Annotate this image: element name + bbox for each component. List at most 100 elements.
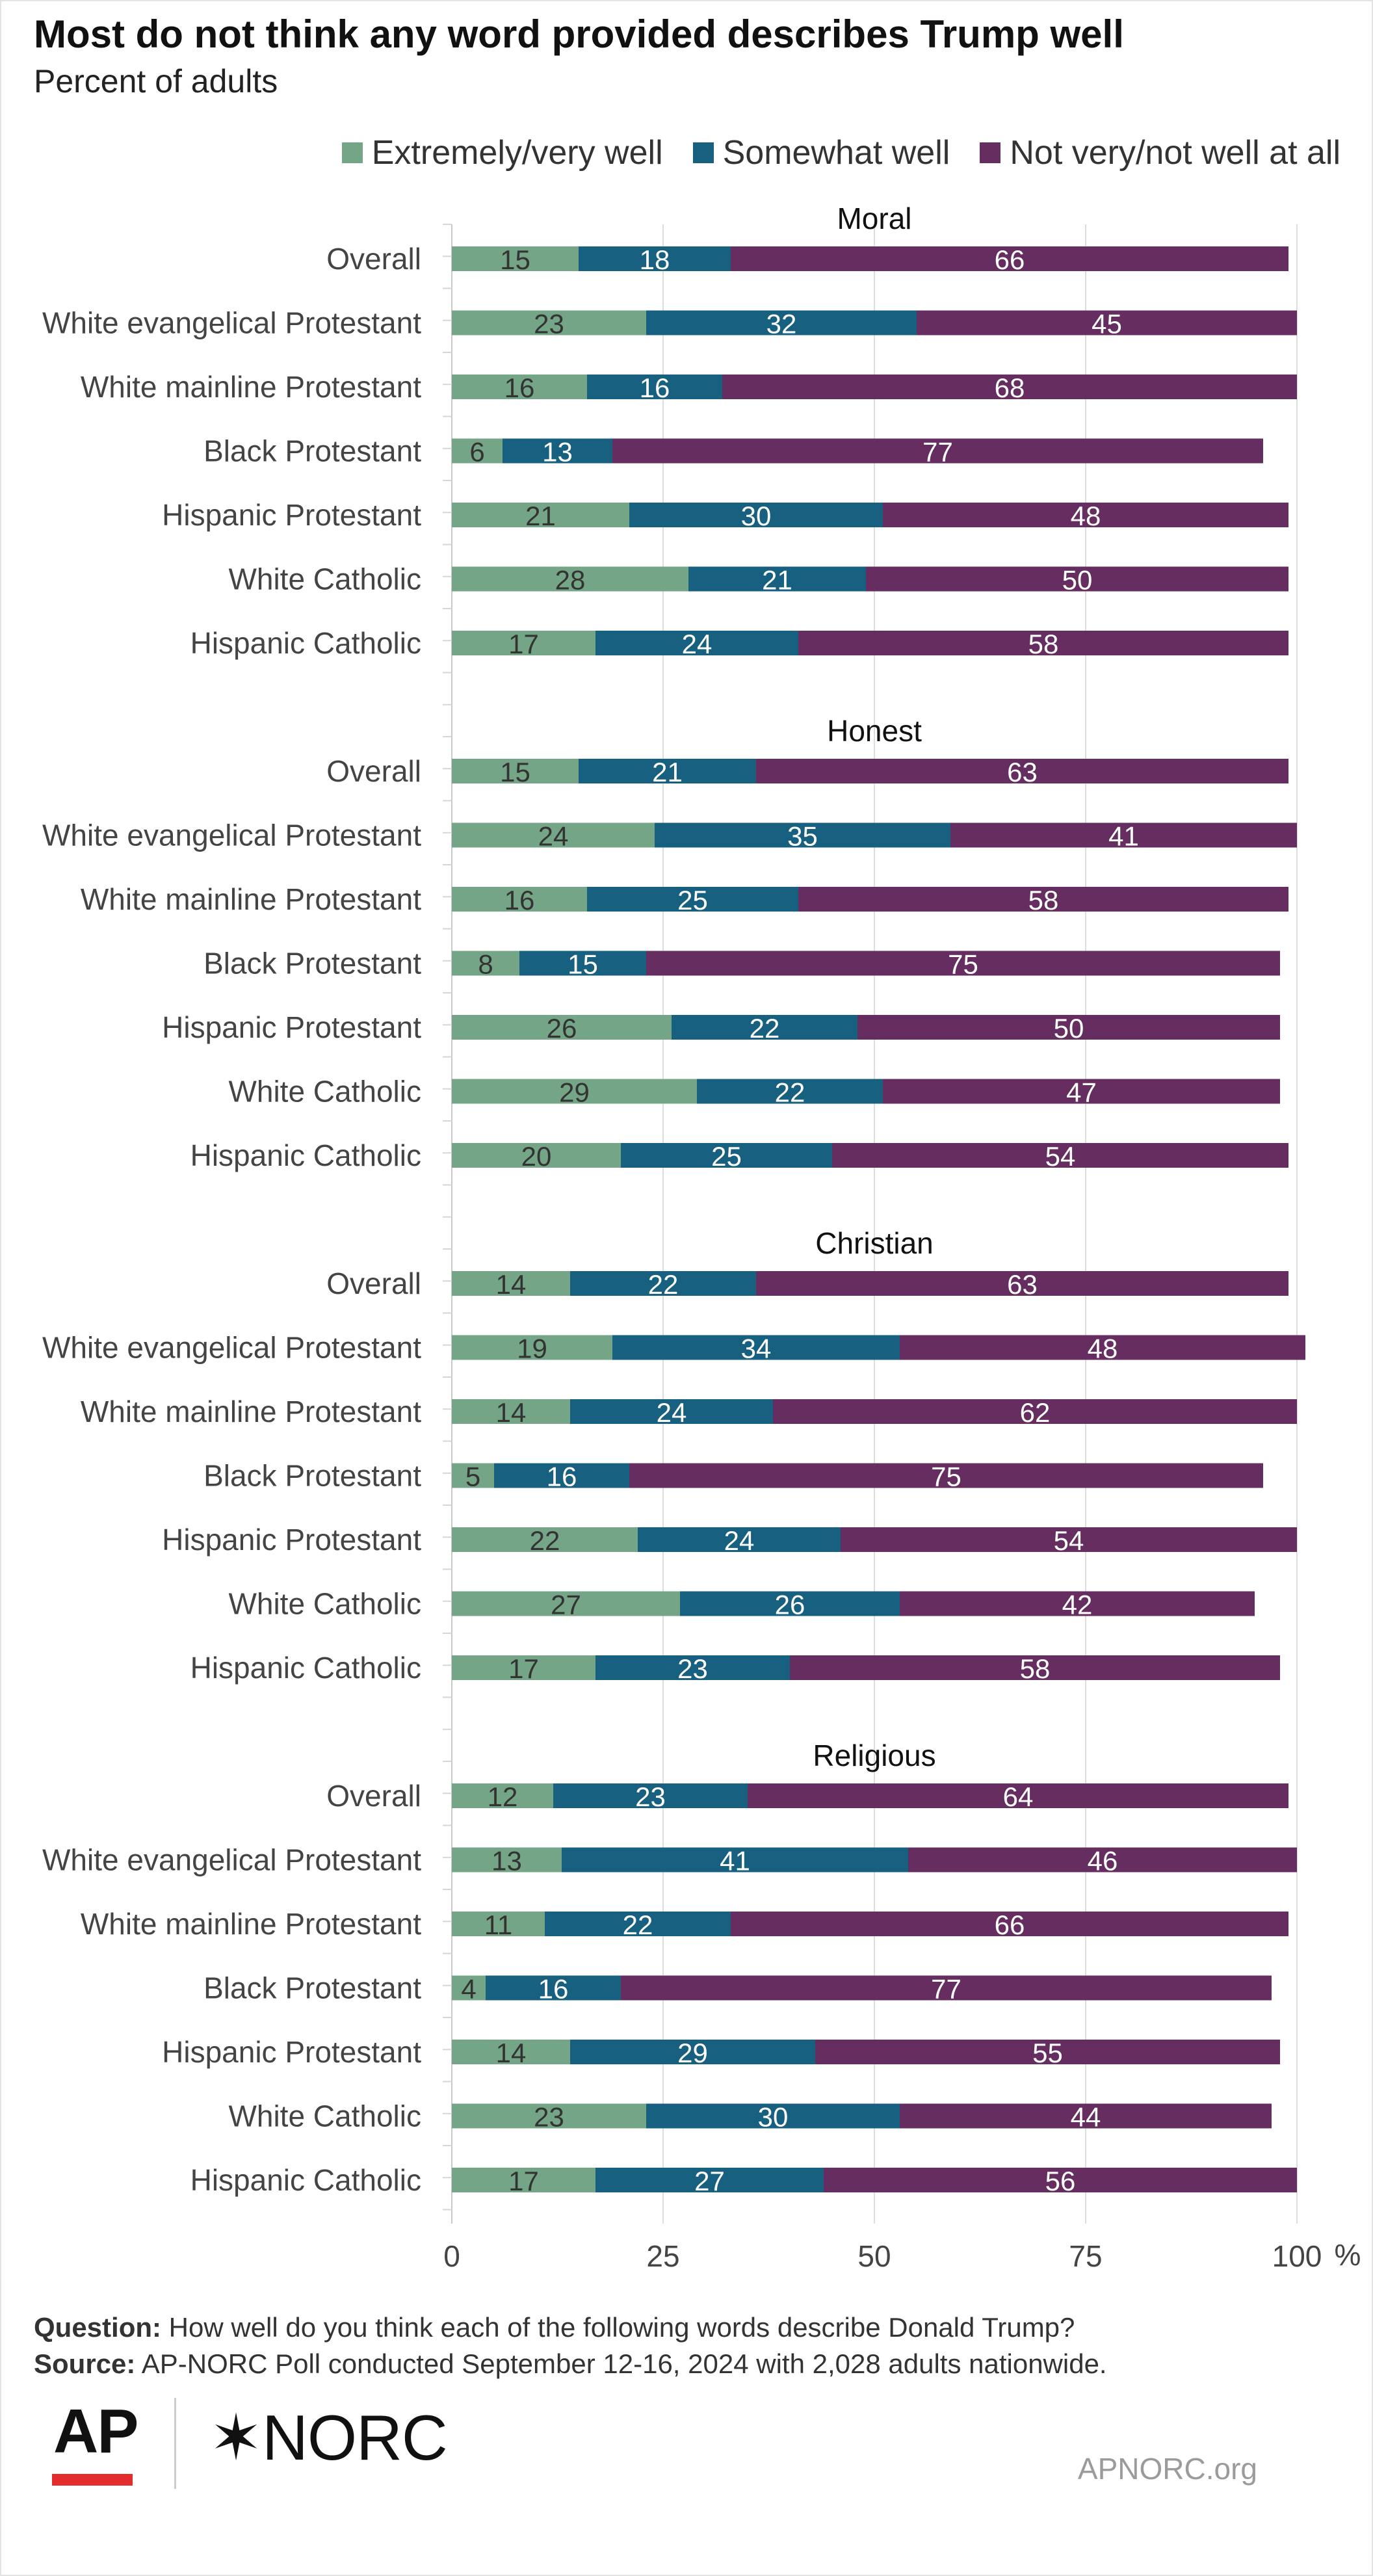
row-label: Hispanic Protestant — [162, 2035, 421, 2069]
chart-title: Most do not think any word provided desc… — [34, 12, 1124, 56]
bar-segment — [452, 1975, 486, 2001]
data-label: 17 — [508, 2166, 539, 2196]
data-label: 28 — [555, 565, 586, 596]
bar-segment — [452, 1527, 638, 1552]
data-label: 50 — [1062, 565, 1093, 596]
bar-segment — [773, 1399, 1297, 1424]
row-label: Hispanic Protestant — [162, 1010, 421, 1044]
data-label: 13 — [542, 437, 573, 467]
bar-segment — [587, 887, 798, 912]
row-label: Overall — [326, 754, 421, 788]
data-label: 48 — [1071, 501, 1101, 531]
bar-segment — [595, 2168, 824, 2192]
bar-segment — [545, 1912, 731, 1936]
data-label: 6 — [469, 437, 484, 467]
bar-segment — [452, 566, 688, 592]
bar-segment — [452, 2168, 595, 2192]
bar-segment — [621, 1143, 832, 1168]
data-label: 22 — [648, 1269, 679, 1300]
data-label: 16 — [547, 1462, 577, 1492]
bar-segment — [595, 631, 798, 655]
bar-segment — [798, 631, 1288, 655]
footnote-question: Question: How well do you think each of … — [34, 2312, 1075, 2343]
bar-segment — [612, 1335, 900, 1360]
bar-segment — [866, 566, 1288, 592]
legend-label-somewhat: Somewhat well — [722, 134, 950, 172]
bar-segment — [452, 1015, 672, 1040]
bar-segment — [452, 631, 595, 655]
bar-segment — [950, 822, 1297, 848]
row-label: Black Protestant — [203, 1971, 421, 2005]
bar-segment — [756, 759, 1288, 783]
data-label: 23 — [677, 1653, 708, 1684]
data-label: 5 — [465, 1462, 480, 1492]
data-label: 11 — [484, 1910, 513, 1940]
row-label: Hispanic Catholic — [190, 1651, 421, 1685]
data-label: 27 — [694, 2166, 725, 2196]
legend-item-somewhat: Somewhat well — [692, 133, 950, 172]
bar-segment — [621, 1975, 1272, 2001]
bar-segment — [672, 1015, 857, 1040]
bar-segment — [731, 246, 1288, 271]
panel-title: Moral — [837, 202, 911, 235]
data-label: 22 — [623, 1910, 653, 1940]
bar-segment — [731, 1912, 1288, 1936]
source-label: Source: — [34, 2348, 136, 2379]
data-label: 21 — [525, 501, 556, 531]
bar-segment — [917, 310, 1297, 335]
data-label: 54 — [1054, 1525, 1084, 1556]
legend-item-extremely: Extremely/very well — [341, 133, 663, 172]
data-label: 26 — [547, 1013, 577, 1044]
legend-swatch-somewhat — [692, 142, 714, 163]
bar-segment — [612, 438, 1263, 464]
data-label: 23 — [534, 2102, 564, 2133]
bar-segment — [579, 246, 731, 271]
ap-logo-bar — [52, 2474, 133, 2486]
data-label: 35 — [787, 821, 818, 852]
data-label: 25 — [711, 1141, 742, 1172]
legend-label-extremely: Extremely/very well — [371, 134, 663, 172]
data-label: 15 — [568, 949, 598, 980]
data-label: 24 — [724, 1525, 755, 1556]
data-label: 66 — [995, 1910, 1025, 1940]
row-label: Black Protestant — [203, 434, 421, 468]
data-label: 77 — [922, 437, 953, 467]
row-label: Hispanic Catholic — [190, 1138, 421, 1172]
row-label: White mainline Protestant — [81, 1907, 421, 1941]
data-label: 47 — [1066, 1077, 1097, 1108]
data-label: 22 — [530, 1525, 560, 1556]
data-label: 18 — [640, 244, 670, 275]
bar-segment — [452, 1655, 595, 1680]
bar-segment — [452, 1143, 621, 1168]
bar-segment — [697, 1079, 883, 1104]
bar-segment — [908, 1847, 1297, 1873]
bar-segment — [900, 2103, 1272, 2129]
row-label: White Catholic — [228, 562, 421, 596]
source-text: AP-NORC Poll conducted September 12-16, … — [141, 2348, 1107, 2379]
logo-divider — [174, 2398, 176, 2489]
data-label: 21 — [762, 565, 792, 596]
data-label: 68 — [995, 373, 1025, 403]
row-label: Overall — [326, 242, 421, 276]
row-label: Hispanic Protestant — [162, 498, 421, 532]
data-label: 16 — [640, 373, 670, 403]
data-label: 46 — [1088, 1846, 1118, 1876]
bar-segment — [900, 1591, 1255, 1616]
row-label: Hispanic Catholic — [190, 626, 421, 660]
data-label: 63 — [1007, 1269, 1038, 1300]
row-label: Hispanic Catholic — [190, 2163, 421, 2197]
row-label: Black Protestant — [203, 947, 421, 980]
bar-segment — [857, 1015, 1280, 1040]
data-label: 4 — [461, 1974, 476, 2004]
data-label: 27 — [551, 1590, 581, 1620]
data-label: 58 — [1028, 885, 1059, 915]
row-label: White Catholic — [228, 1075, 421, 1109]
legend: Extremely/very well Somewhat well Not ve… — [312, 133, 1340, 172]
footnote-source: Source: AP-NORC Poll conducted September… — [34, 2348, 1107, 2380]
data-label: 17 — [508, 1653, 539, 1684]
data-label: 13 — [491, 1846, 522, 1876]
bar-segment — [587, 375, 722, 399]
bar-segment — [680, 1591, 900, 1616]
data-label: 22 — [775, 1077, 805, 1108]
